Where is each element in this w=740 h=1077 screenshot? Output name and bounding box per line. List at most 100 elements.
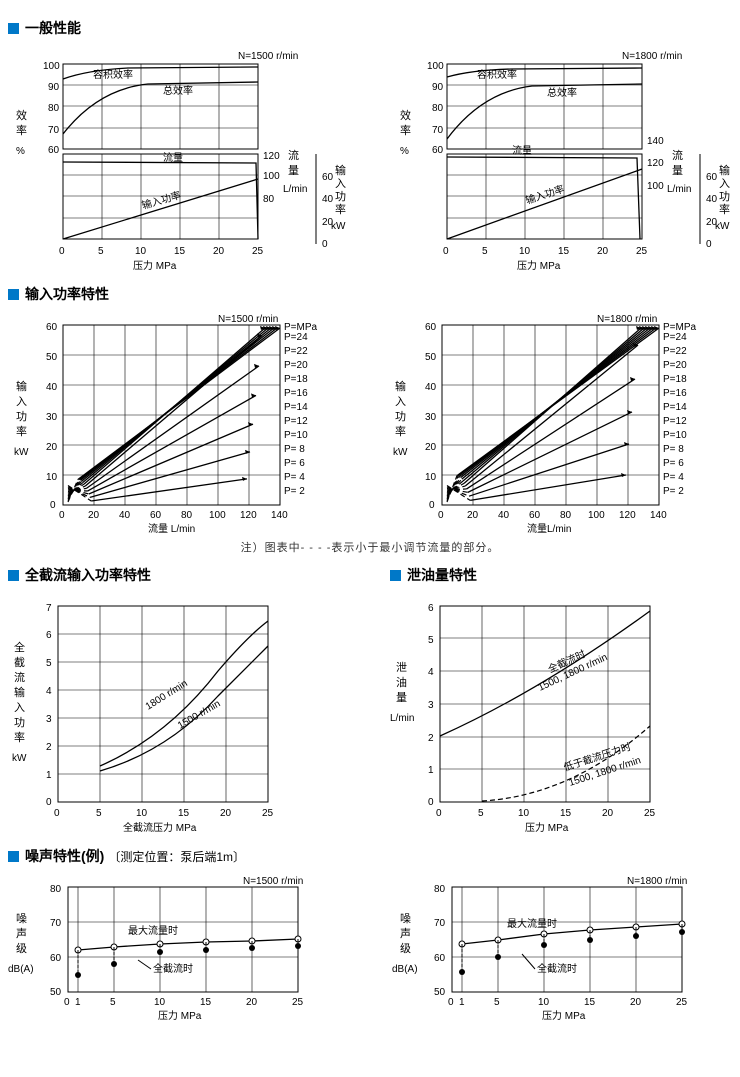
svg-text:80: 80	[263, 194, 275, 205]
svg-text:5: 5	[428, 635, 434, 646]
svg-text:0: 0	[59, 510, 65, 521]
svg-text:0: 0	[54, 808, 60, 819]
svg-text:量: 量	[396, 691, 407, 704]
svg-text:0: 0	[322, 239, 328, 250]
svg-text:1: 1	[46, 770, 52, 781]
chart-general-1500: N=1500 r/min 效 率 % 10090 8070 60 容积效率	[8, 44, 348, 274]
svg-text:60: 60	[425, 322, 437, 333]
svg-text:50: 50	[425, 352, 437, 363]
svg-text:入: 入	[395, 396, 406, 408]
svg-text:流量L/min: 流量L/min	[527, 522, 571, 535]
svg-text:kW: kW	[14, 447, 29, 458]
svg-text:P=16: P=16	[284, 388, 308, 399]
svg-text:0: 0	[436, 808, 442, 819]
svg-text:140: 140	[650, 510, 667, 521]
svg-text:流量: 流量	[163, 151, 183, 164]
svg-text:60: 60	[529, 510, 541, 521]
bullet-icon	[8, 570, 19, 581]
svg-text:60: 60	[48, 145, 60, 156]
svg-text:1: 1	[459, 997, 465, 1008]
svg-text:P= 8: P= 8	[284, 444, 305, 455]
svg-text:25: 25	[262, 808, 274, 819]
svg-text:5: 5	[482, 246, 488, 257]
svg-text:50: 50	[46, 352, 58, 363]
svg-text:5: 5	[98, 246, 104, 257]
svg-text:流: 流	[14, 670, 25, 684]
svg-text:入: 入	[14, 702, 25, 714]
svg-text:功: 功	[335, 190, 346, 203]
svg-text:120: 120	[240, 510, 257, 521]
svg-text:40: 40	[322, 194, 334, 205]
svg-text:流量: 流量	[512, 144, 532, 157]
svg-text:20: 20	[88, 510, 100, 521]
svg-text:20: 20	[602, 808, 614, 819]
svg-text:0: 0	[50, 500, 56, 511]
svg-text:P=20: P=20	[663, 360, 687, 371]
svg-text:2: 2	[428, 733, 434, 744]
svg-text:10: 10	[425, 472, 437, 483]
svg-text:20: 20	[597, 246, 609, 257]
svg-text:P=14: P=14	[284, 402, 308, 413]
section-title-text: 全截流输入功率特性	[25, 565, 151, 585]
chart-noise-1800: N=1800 r/min 噪声 级dB(A) 8070 6050	[392, 872, 732, 1022]
svg-text:输: 输	[395, 379, 406, 393]
svg-text:流: 流	[288, 148, 299, 162]
svg-text:P=20: P=20	[284, 360, 308, 371]
svg-text:1: 1	[428, 765, 434, 776]
svg-text:40: 40	[425, 382, 437, 393]
svg-text:140: 140	[271, 510, 288, 521]
svg-text:15: 15	[558, 246, 570, 257]
svg-text:80: 80	[434, 884, 446, 895]
section-drain: 泄油量特性	[390, 565, 732, 585]
svg-text:率: 率	[16, 424, 27, 438]
chart-general-1800: N=1800 r/min 效率 % 10090 8070 60 容积效率 总效率	[392, 44, 732, 274]
section-general: 一般性能	[8, 18, 732, 38]
svg-text:kW: kW	[12, 753, 27, 764]
svg-text:0: 0	[428, 797, 434, 808]
svg-text:30: 30	[425, 412, 437, 423]
svg-text:6: 6	[428, 603, 434, 614]
svg-text:P= 6: P= 6	[663, 458, 684, 469]
svg-text:20: 20	[213, 246, 225, 257]
svg-text:%: %	[16, 146, 25, 157]
svg-text:输: 输	[14, 685, 25, 699]
svg-text:率: 率	[16, 123, 27, 137]
svg-text:N=1500 r/min: N=1500 r/min	[243, 876, 303, 887]
svg-text:输: 输	[16, 379, 27, 393]
svg-text:70: 70	[50, 918, 62, 929]
svg-text:效: 效	[400, 108, 411, 122]
svg-text:0: 0	[448, 997, 454, 1008]
svg-text:压力 MPa: 压力 MPa	[158, 1009, 202, 1022]
bullet-icon	[8, 851, 19, 862]
bullet-icon	[8, 23, 19, 34]
svg-text:容积效率: 容积效率	[93, 68, 133, 81]
svg-text:70: 70	[48, 125, 60, 136]
svg-text:0: 0	[64, 997, 70, 1008]
svg-text:60: 60	[706, 172, 718, 183]
svg-text:输入功率: 输入功率	[524, 182, 566, 207]
svg-text:15: 15	[174, 246, 186, 257]
svg-text:90: 90	[48, 82, 60, 93]
section-title-text: 泄油量特性	[407, 565, 477, 585]
chart-power-1800: N=1800 r/min 输入 功率 kW 6050 4030 2010 0 P…	[387, 310, 732, 535]
chart-cutoff-power: 全截 流输 入功 率kW 76 54 32 10 1800 r/mi	[8, 591, 350, 836]
svg-text:%: %	[400, 146, 409, 157]
svg-text:140: 140	[647, 136, 664, 147]
svg-text:100: 100	[588, 510, 605, 521]
svg-text:50: 50	[50, 987, 62, 998]
svg-text:dB(A): dB(A)	[392, 964, 418, 975]
svg-text:容积效率: 容积效率	[477, 68, 517, 81]
svg-text:20: 20	[246, 997, 258, 1008]
svg-text:10: 10	[135, 246, 147, 257]
dashed-note: 注）图表中- - - -表示小于最小调节流量的部分。	[8, 539, 732, 555]
svg-text:80: 80	[50, 884, 62, 895]
svg-text:P= 4: P= 4	[284, 472, 305, 483]
svg-text:20: 20	[467, 510, 479, 521]
svg-text:N=1800 r/min: N=1800 r/min	[597, 314, 657, 325]
svg-text:10: 10	[518, 808, 530, 819]
svg-text:80: 80	[48, 103, 60, 114]
svg-text:流量 L/min: 流量 L/min	[148, 522, 195, 535]
svg-text:100: 100	[427, 61, 444, 72]
svg-text:功: 功	[14, 716, 25, 729]
svg-text:P=18: P=18	[663, 374, 687, 385]
